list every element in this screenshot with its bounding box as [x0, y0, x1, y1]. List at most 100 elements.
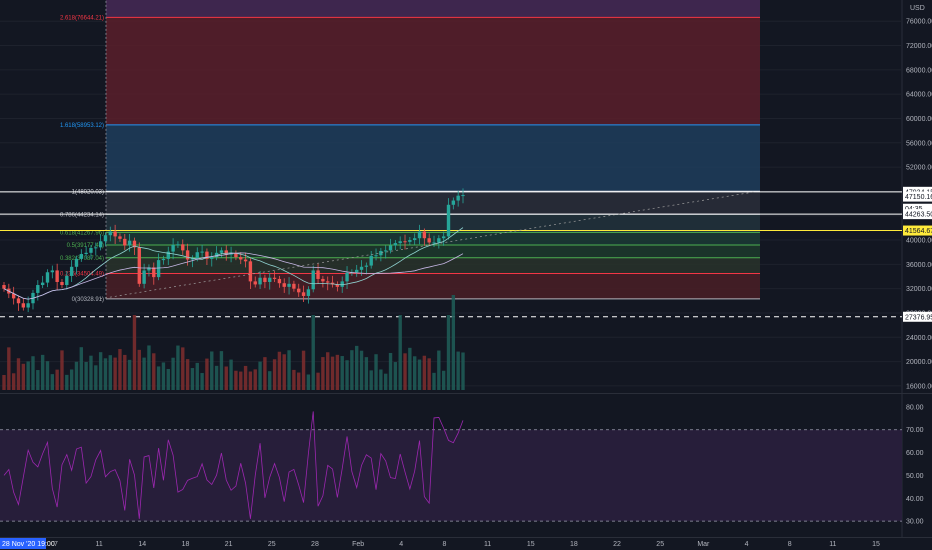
volume-bar — [422, 355, 427, 390]
candle-body — [123, 238, 127, 246]
price-tag-label: 27376.95 — [905, 314, 932, 321]
candle-body — [171, 244, 175, 252]
candle-body — [152, 267, 156, 278]
price-axis[interactable]: 76000.00 72000.00 68000.00 64000.00 60000.00… — [903, 19, 932, 526]
fib-level-label: 0(30328.91) — [72, 297, 104, 303]
volume-bar — [345, 360, 349, 390]
candle-body — [147, 267, 151, 271]
volume-bar — [451, 295, 456, 390]
candle-body — [60, 281, 64, 286]
candle-body — [461, 195, 465, 197]
volume-bar — [287, 350, 291, 390]
volume-bar — [36, 370, 40, 390]
volume-bar — [446, 315, 451, 390]
candle-body — [287, 283, 291, 287]
candle-body — [398, 241, 402, 244]
candle-body — [340, 281, 344, 287]
candle-body — [301, 292, 306, 296]
price-tick-label: 60000.00 — [906, 116, 932, 123]
time-tick-label: 11 — [96, 541, 103, 548]
price-tag-label: 44263.50 — [905, 212, 932, 219]
candle-body — [282, 283, 286, 287]
fib-zone — [106, 214, 760, 233]
cursor-date-tag: 28 Nov '20 19:00 — [0, 538, 55, 549]
candle-body — [297, 288, 301, 293]
price-tick-label: 16000.00 — [906, 383, 932, 390]
candle-body — [364, 265, 369, 267]
volume-bar — [364, 357, 369, 390]
volume-bar — [205, 358, 209, 390]
time-tick-label: 25 — [656, 541, 664, 548]
candle-body — [214, 252, 219, 258]
candle-body — [176, 244, 180, 246]
fib-zone — [106, 191, 760, 215]
volume-bar — [292, 369, 296, 390]
rsi-tick-label: 40.00 — [906, 496, 924, 503]
volume-bar — [441, 370, 446, 390]
volume-bar — [234, 370, 238, 390]
volume-bar — [316, 372, 320, 390]
candle-body — [205, 251, 209, 259]
price-tick-label: 72000.00 — [906, 43, 932, 50]
volume-bar — [219, 351, 224, 390]
time-tick-label: Feb — [352, 541, 364, 548]
volume-bar — [190, 368, 195, 390]
volume-bar — [437, 350, 441, 390]
price-tag-box — [903, 311, 932, 322]
fib-zone — [106, 17, 760, 125]
rsi-tick-label: 60.00 — [906, 450, 924, 457]
volume-bar — [388, 352, 393, 390]
candle-body — [427, 238, 431, 243]
rsi-tick-label: 80.00 — [906, 404, 924, 411]
candle-body — [224, 250, 228, 255]
volume-bar — [417, 359, 422, 390]
candle-body — [2, 285, 6, 289]
candle-body — [263, 277, 267, 282]
rsi-pane — [0, 411, 902, 522]
volume-bar — [127, 359, 132, 390]
fib-zone — [106, 245, 760, 258]
candle-body — [113, 231, 117, 237]
candle-body — [451, 200, 456, 205]
candle-body — [142, 270, 146, 284]
price-tag-box — [903, 209, 932, 220]
candle-body — [258, 277, 262, 285]
volume-bar — [224, 366, 228, 390]
volume-bar — [393, 362, 398, 390]
candle-body — [316, 270, 320, 279]
price-tag-label: 41564.67 — [905, 228, 932, 235]
volume-bar — [461, 352, 465, 390]
time-axis[interactable]: 7 11 14 18 21 25 28 Feb 4 8 11 15 18 22 25 Mar 4 8 11 15 — [54, 541, 880, 548]
volume-bar — [210, 351, 214, 390]
volume-bar — [335, 354, 340, 390]
volume-bar — [113, 357, 117, 390]
price-tag-box — [903, 203, 932, 214]
volume-bar — [79, 347, 83, 390]
fibonacci-extension[interactable]: 2.618(76644.21)1.618(58953.12)1(48020.03… — [0, 0, 902, 318]
candle-body — [181, 244, 185, 251]
candle-body — [388, 245, 393, 251]
volume-bar — [2, 375, 6, 390]
candle-body — [277, 278, 282, 284]
moving-average-slow — [3, 252, 464, 300]
candle-body — [446, 204, 451, 237]
volume-bar — [7, 347, 11, 390]
candle-body — [437, 238, 441, 243]
cursor-date-label: 28 Nov '20 19:00 — [2, 541, 55, 548]
volume-bar — [55, 369, 59, 390]
volume-bar — [16, 358, 21, 390]
candle-body — [355, 269, 359, 273]
volume-bar — [297, 372, 301, 390]
volume-bar — [330, 356, 335, 390]
candle-body — [369, 255, 373, 266]
candle-body — [326, 281, 330, 283]
price-tag-box — [903, 225, 932, 236]
candle-body — [11, 293, 16, 299]
price-tick-label: 76000.00 — [906, 19, 932, 26]
volume-bar — [94, 365, 98, 390]
volume-bar — [243, 365, 248, 390]
volume-bar — [195, 362, 199, 390]
candle-body — [403, 241, 407, 243]
volume-bar — [45, 361, 50, 390]
